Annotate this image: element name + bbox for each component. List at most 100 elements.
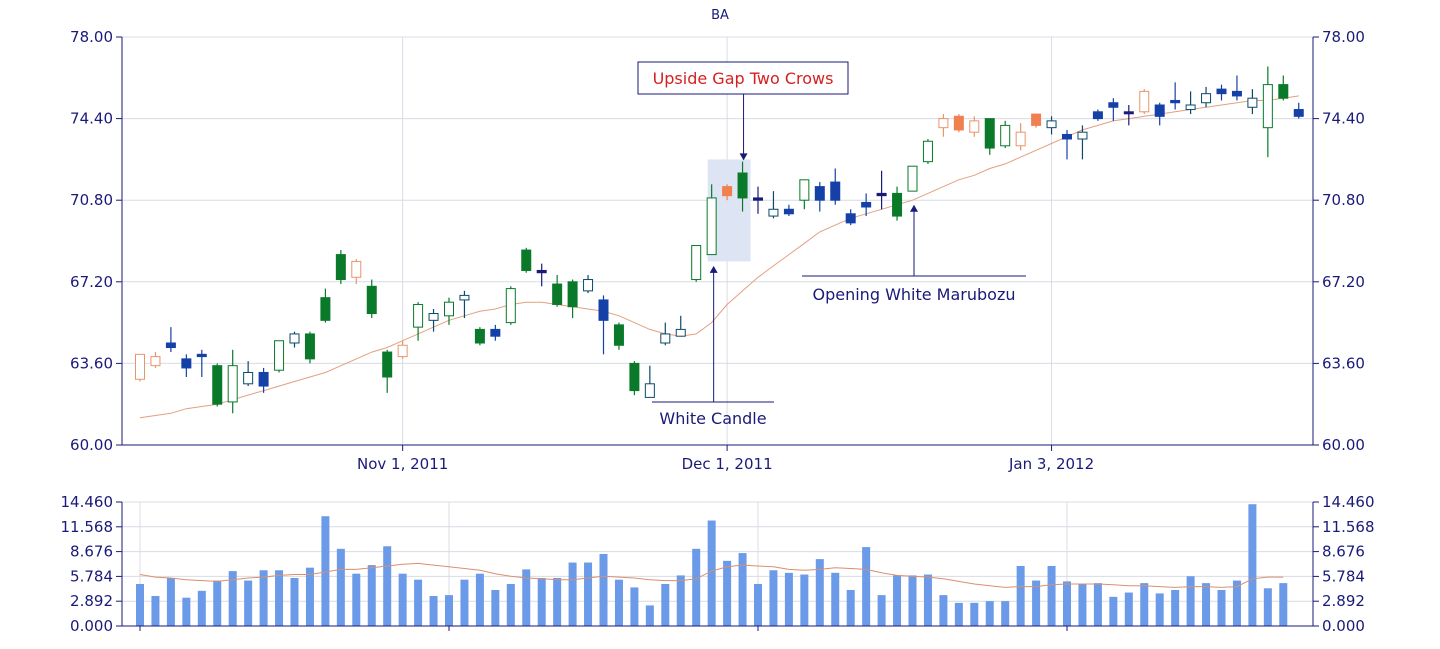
candle <box>1062 129 1072 160</box>
candle <box>366 279 377 319</box>
candle-body <box>1062 133 1072 140</box>
candle-body <box>1015 131 1026 147</box>
volume-bar <box>599 553 608 626</box>
volume-tick-label-right: 11.568 <box>1322 518 1375 536</box>
volume-bar <box>336 548 345 626</box>
candle-body <box>150 356 161 367</box>
candle-body <box>1216 88 1227 95</box>
candle <box>722 184 733 201</box>
candle <box>413 302 424 341</box>
candle-body <box>1123 111 1134 115</box>
price-tick-label-right: 67.20 <box>1322 273 1365 291</box>
candle-body <box>428 313 439 321</box>
volume-tick-label-left: 8.676 <box>70 543 113 561</box>
candle-body <box>536 269 547 274</box>
annotation-upside-gap-two-crows: Upside Gap Two Crows <box>653 69 834 88</box>
candle <box>1201 86 1212 108</box>
volume-tick-label-right: 8.676 <box>1322 543 1365 561</box>
candle-body <box>165 342 176 349</box>
candle <box>691 245 702 282</box>
candle-body <box>953 115 964 131</box>
candle <box>1262 66 1273 158</box>
volume-bar <box>275 570 284 626</box>
volume-bar <box>1047 565 1056 626</box>
volume-tick-label-left: 2.892 <box>70 592 113 610</box>
candle <box>150 352 161 368</box>
price-tick-label-right: 78.00 <box>1322 28 1365 46</box>
candle <box>196 349 207 377</box>
candle-body <box>444 301 454 317</box>
volume-bar <box>1016 565 1025 626</box>
volume-bar <box>676 575 685 626</box>
candle <box>274 340 285 373</box>
volume-bar <box>985 601 994 626</box>
candle-body <box>922 140 933 163</box>
candle-body <box>783 208 794 215</box>
volume-bar <box>213 580 222 626</box>
volume-bar <box>784 572 793 626</box>
volume-tick-label-right: 5.784 <box>1322 567 1365 585</box>
candle <box>1247 89 1258 115</box>
candle <box>814 182 825 212</box>
volume-bar <box>800 574 809 626</box>
annotation-arrowhead <box>709 265 718 273</box>
volume-bar <box>305 567 314 626</box>
volume-bar <box>367 565 376 626</box>
candle <box>181 354 192 377</box>
candle <box>1154 102 1165 126</box>
volume-bar <box>506 583 515 626</box>
volume-bar <box>182 597 191 626</box>
candle <box>1216 84 1227 101</box>
candle <box>552 275 563 307</box>
candle-body <box>490 328 501 337</box>
candle <box>1031 113 1042 128</box>
candle-body <box>753 197 763 201</box>
candle <box>984 118 995 155</box>
candle <box>304 331 315 364</box>
candle-body <box>505 288 516 324</box>
candle-body <box>1185 104 1196 111</box>
volume-tick-label-left: 14.460 <box>61 493 114 511</box>
volume-bar <box>723 560 732 626</box>
volume-bar <box>908 575 917 626</box>
candle <box>382 349 393 393</box>
annotation-arrowhead <box>739 153 748 161</box>
candle-body <box>799 179 810 201</box>
price-tick-label-left: 63.60 <box>70 354 113 372</box>
candle <box>953 114 964 133</box>
candle <box>892 186 903 221</box>
candle <box>521 247 532 273</box>
candle-body <box>814 186 825 201</box>
volume-bar <box>877 595 886 626</box>
annotation-box <box>637 61 849 95</box>
candle-body <box>1108 102 1119 108</box>
price-tick-label-left: 60.00 <box>70 436 113 454</box>
candle-body <box>722 186 733 197</box>
price-tick-label-right: 70.80 <box>1322 191 1365 209</box>
volume-bar <box>1140 583 1149 626</box>
volume-bar <box>954 602 963 626</box>
candle-body <box>706 197 717 256</box>
candle <box>845 209 856 226</box>
candle <box>1278 75 1289 101</box>
candle-body <box>258 371 269 387</box>
candle <box>459 290 470 319</box>
price-tick-label-right: 74.40 <box>1322 110 1365 128</box>
volume-bar <box>414 579 423 626</box>
volume-bar <box>769 570 778 626</box>
candle-body <box>1154 104 1165 117</box>
volume-bar <box>1232 580 1241 626</box>
candle <box>753 186 763 214</box>
candle <box>613 322 624 350</box>
candle <box>1231 75 1242 101</box>
candle <box>1015 123 1026 151</box>
candle-body <box>969 120 980 133</box>
candle-body <box>768 208 779 217</box>
candle <box>660 322 671 346</box>
volume-tick-label-right: 2.892 <box>1322 592 1365 610</box>
volume-bar <box>692 548 701 626</box>
candle <box>1293 102 1304 119</box>
volume-bar <box>1279 583 1288 626</box>
candle-body <box>397 344 408 358</box>
candle <box>227 349 238 414</box>
